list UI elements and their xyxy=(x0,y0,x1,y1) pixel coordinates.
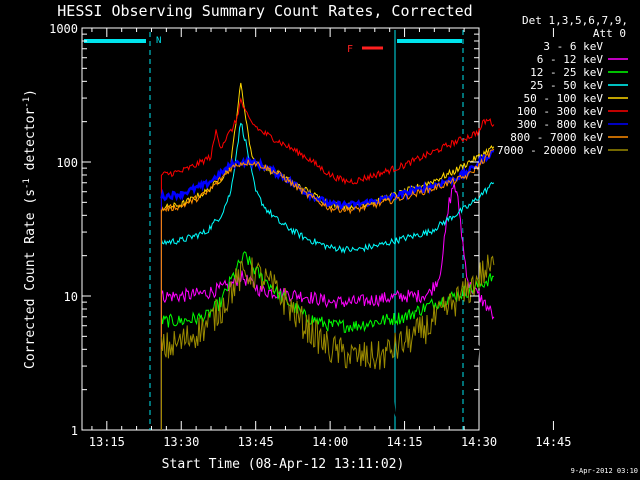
legend-entry-label: 25 - 50 keV xyxy=(530,79,603,92)
y-tick-label: 1 xyxy=(71,424,78,438)
plot-frame xyxy=(81,27,480,431)
x-tick-label: 14:00 xyxy=(312,435,348,449)
x-tick-label: 14:15 xyxy=(387,435,423,449)
legend-entry-label: 7000 - 20000 keV xyxy=(497,144,603,157)
chart-title: HESSI Observing Summary Count Rates, Cor… xyxy=(57,2,472,20)
legend-entry-label: 12 - 25 keV xyxy=(530,66,603,79)
ticks-layer: 13:15 13:30 13:45 14:00 14:15 14:30 14:45 1 10 10… xyxy=(49,22,571,449)
y-axis-label-end: ) xyxy=(23,89,38,97)
x-tick-label: 13:15 xyxy=(89,435,125,449)
footer-timestamp: 9-Apr-2012 03:10 xyxy=(571,467,638,475)
y-tick-label: 100 xyxy=(56,156,78,170)
x-tick-label: 13:30 xyxy=(163,435,199,449)
legend-entry-label: 6 - 12 keV xyxy=(537,53,604,66)
legend-entry-label: 100 - 300 keV xyxy=(517,105,603,118)
x-tick-label: 14:30 xyxy=(461,435,497,449)
x-tick-label: 13:45 xyxy=(238,435,274,449)
y-axis-label: Corrected Count Rate (s-1 detector-1) xyxy=(22,89,38,369)
legend-entry-label: 300 - 800 keV xyxy=(517,118,603,131)
y-axis-label-sup1: -1 xyxy=(22,178,32,189)
x-axis-label: Start Time (08-Apr-12 13:11:02) xyxy=(162,457,405,472)
series-line xyxy=(161,97,495,186)
series-layer xyxy=(160,82,495,430)
series-7000-20000-keVkev xyxy=(160,254,495,430)
flare-label: F xyxy=(347,44,353,55)
night-label: N xyxy=(156,36,161,46)
y-tick-label: 1000 xyxy=(49,22,78,36)
series-line xyxy=(160,183,495,320)
annotation-layer: N F xyxy=(84,30,464,430)
legend-entry-label: 800 - 7000 keV xyxy=(510,131,603,144)
y-axis-label-main: Corrected Count Rate (s xyxy=(23,189,38,369)
legend-entry-label: 50 - 100 keV xyxy=(524,92,604,105)
series-line xyxy=(160,148,495,215)
series-line xyxy=(160,254,495,370)
y-axis-label-mid: detector xyxy=(23,108,38,179)
legend-header-1: Det 1,3,5,6,7,9, xyxy=(522,14,628,27)
y-tick-label: 10 xyxy=(64,290,78,304)
legend-header-2: Att 0 xyxy=(593,27,626,40)
series-line xyxy=(160,122,495,254)
legend-entry-label: 3 - 6 keV xyxy=(543,40,603,53)
series-line xyxy=(160,179,495,422)
x-tick-label: 14:45 xyxy=(535,435,571,449)
y-axis-label-sup2: -1 xyxy=(22,97,32,108)
